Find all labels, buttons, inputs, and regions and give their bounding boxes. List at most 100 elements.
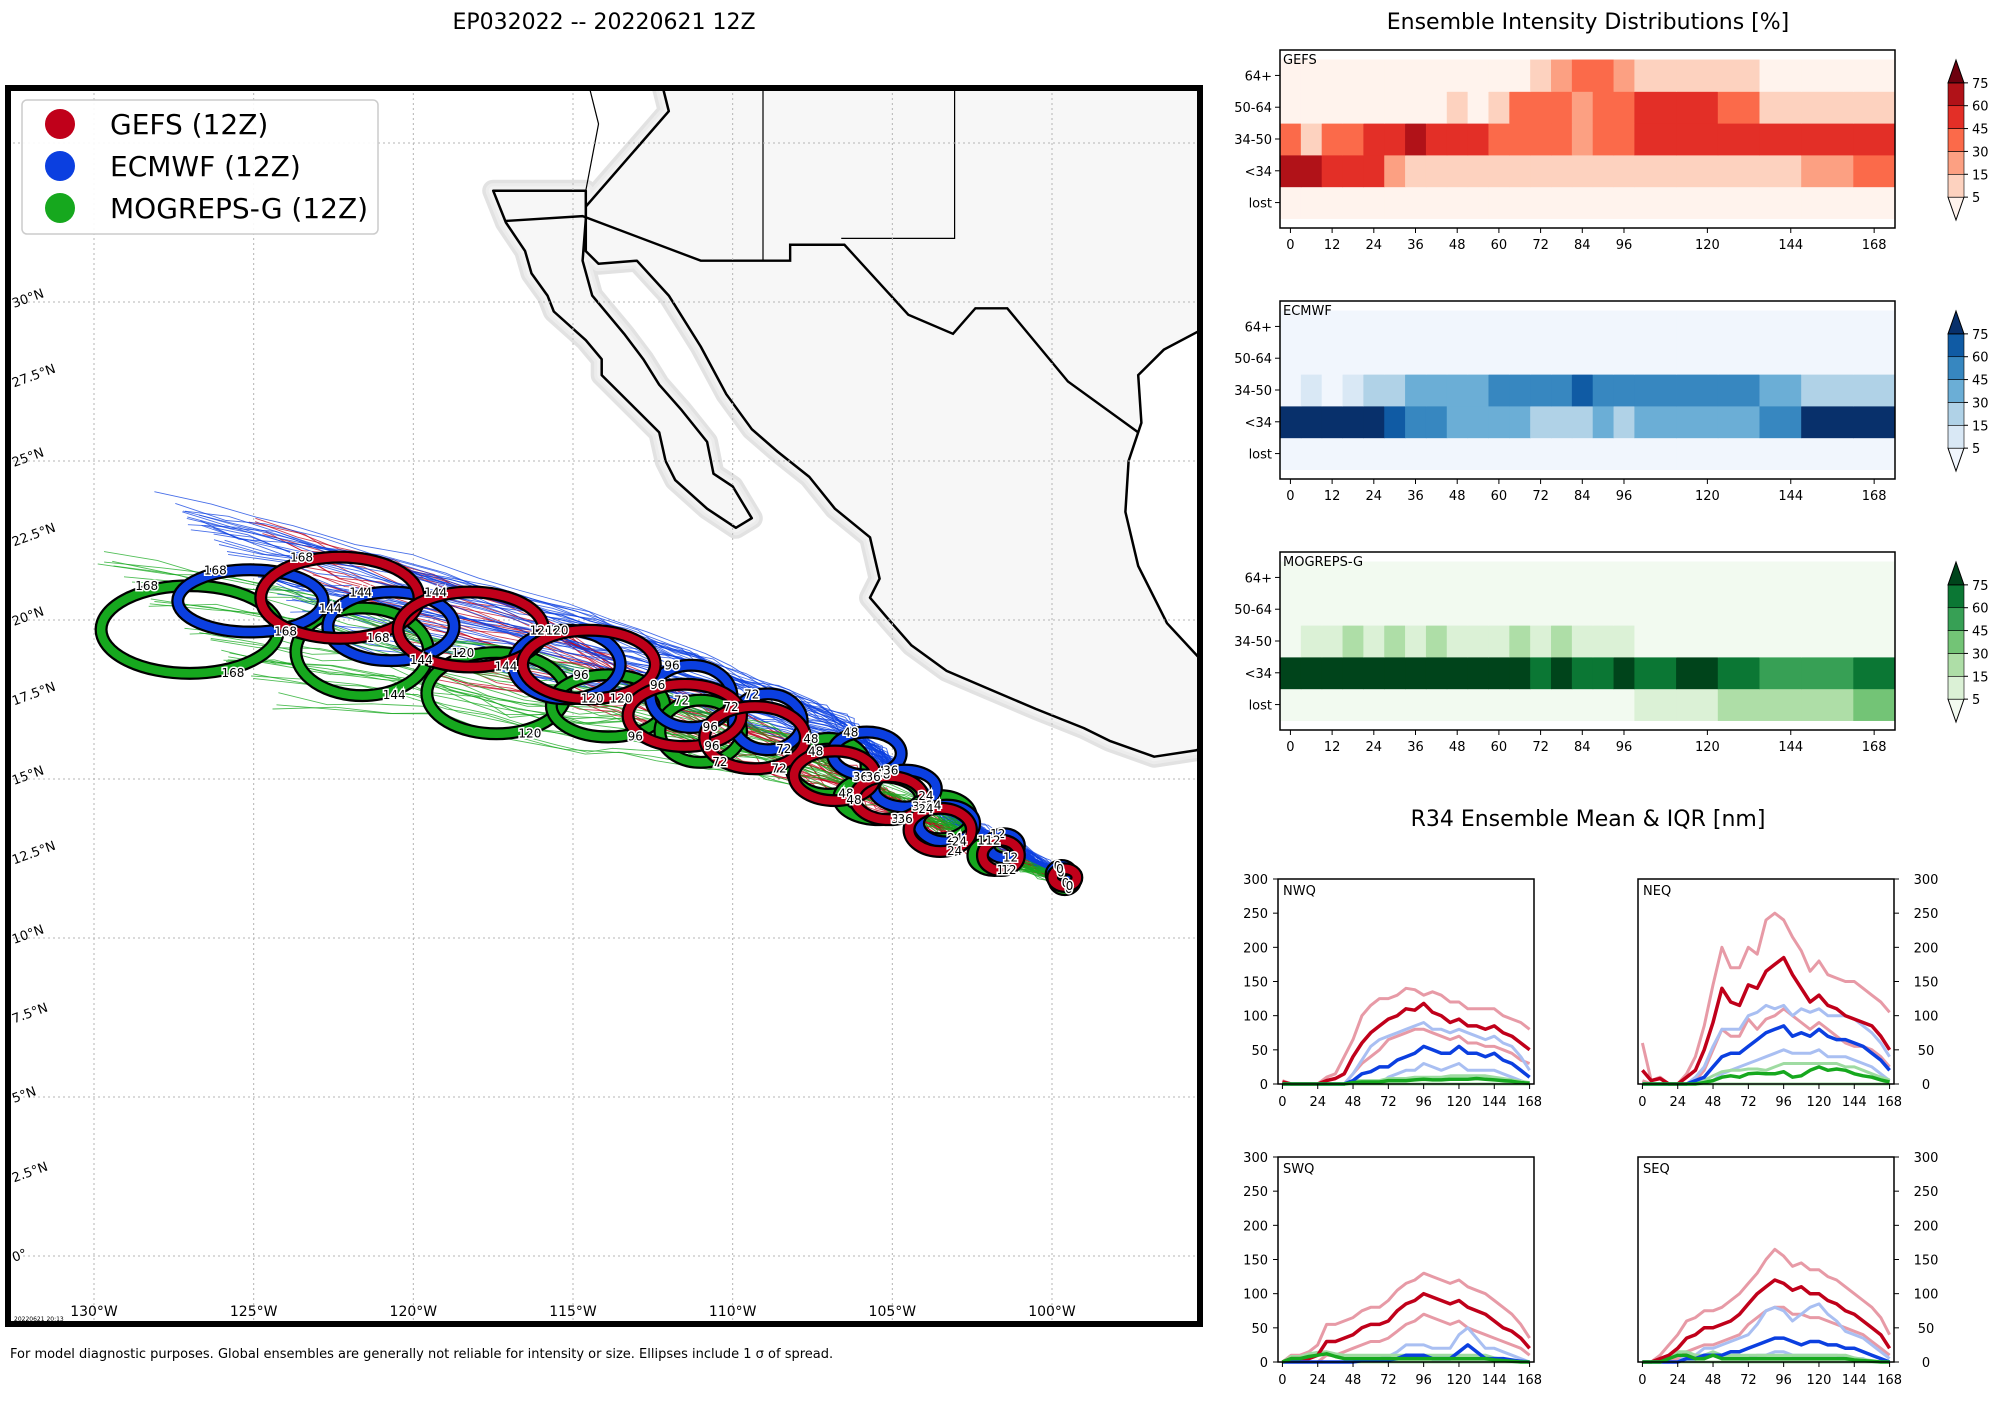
heat-cell (1488, 59, 1510, 92)
heat-cell (1467, 374, 1489, 407)
heat-cell (1634, 625, 1677, 658)
heat-cell (1592, 625, 1615, 658)
heat-cell (1853, 688, 1896, 721)
heat-cell (1676, 59, 1719, 92)
heat-cell (1300, 123, 1323, 156)
heat-cell (1488, 625, 1510, 658)
colorbar-segment (1947, 630, 1965, 654)
r34-ytick-label: 200 (1243, 941, 1268, 956)
heat-cell (1634, 59, 1677, 92)
heat-cell (1613, 593, 1635, 626)
heat-cell (1571, 405, 1594, 439)
heat-cell (1300, 59, 1323, 92)
heat-cell (1405, 123, 1427, 156)
ellipse-gefs-12 (978, 835, 1024, 875)
heat-cell (1676, 123, 1719, 156)
heat-xtick-label: 72 (1532, 489, 1549, 504)
hour-label: 72 (771, 761, 786, 775)
map-gridlines (8, 88, 1200, 1324)
heatmap-gefs: lost <34 34-50 50-64 64+ 0 12 24 36 48 60 72 84 96 120… (1234, 49, 1989, 253)
heat-cell (1613, 656, 1635, 690)
hour-label: 96 (704, 739, 719, 753)
heat-colorbar: 5 15 30 45 60 75 (1947, 560, 1989, 724)
heat-cell (1321, 186, 1344, 219)
heat-cell (1613, 688, 1635, 721)
heat-cell (1342, 405, 1364, 439)
hour-label: 48 (843, 725, 858, 739)
heat-cell (1467, 437, 1489, 470)
heat-cell (1321, 561, 1344, 594)
heat-xtick-label: 24 (1366, 740, 1383, 755)
heat-cell (1363, 59, 1385, 92)
r34-ytick-label: 300 (1914, 873, 1939, 888)
ellipse-ecmwf-168 (173, 565, 328, 637)
r34-xtick-label: 120 (1447, 1095, 1472, 1110)
heat-cell (1530, 91, 1552, 124)
r34-ytick-label: 0 (1922, 1078, 1930, 1093)
lon-label: 100°W (1028, 1304, 1076, 1320)
colorbar-label: 15 (1972, 419, 1989, 434)
heat-cell (1446, 123, 1469, 156)
r34-xtick-label: 24 (1309, 1095, 1326, 1110)
heat-cell (1717, 593, 1760, 626)
heat-cell (1853, 561, 1896, 594)
hour-label: 120 (451, 646, 474, 660)
heat-row-label: lost (1249, 197, 1272, 212)
heat-cell (1467, 688, 1489, 721)
heat-cell (1342, 625, 1364, 658)
heat-xtick-label: 120 (1695, 238, 1720, 253)
colorbar-label: 60 (1972, 602, 1989, 617)
heat-cell (1405, 310, 1427, 343)
heat-cell (1363, 688, 1385, 721)
heat-cell (1280, 186, 1302, 219)
heat-cell (1300, 310, 1323, 343)
heat-cell (1634, 688, 1677, 721)
heat-cell (1613, 91, 1635, 124)
heat-cell (1801, 561, 1854, 594)
heat-cell (1509, 625, 1531, 658)
heat-cell (1613, 437, 1635, 470)
colorbar-segment (1947, 105, 1965, 129)
heat-cell (1853, 374, 1896, 407)
heat-xtick-label: 12 (1324, 238, 1341, 253)
heat-cell (1801, 625, 1854, 658)
heat-cell (1384, 374, 1406, 407)
hour-label: 12 (990, 827, 1005, 841)
heat-xtick-label: 144 (1778, 740, 1803, 755)
heat-cell (1759, 186, 1802, 219)
heat-cell (1446, 374, 1469, 407)
heat-cell (1300, 437, 1323, 470)
heat-cell (1446, 186, 1469, 219)
r34-xtick-label: 0 (1278, 1373, 1286, 1388)
heat-cell (1384, 593, 1406, 626)
heat-cell (1634, 561, 1677, 594)
heat-cell (1551, 186, 1573, 219)
heat-xtick-label: 48 (1449, 238, 1466, 253)
heat-cell (1342, 310, 1364, 343)
r34-xtick-label: 48 (1705, 1095, 1722, 1110)
heat-cell (1300, 405, 1323, 439)
heat-xtick-label: 120 (1695, 489, 1720, 504)
heat-cell (1384, 437, 1406, 470)
lat-label: 0° (10, 1247, 29, 1266)
heat-cell (1300, 342, 1323, 375)
r34-xtick-label: 72 (1380, 1095, 1397, 1110)
heat-cell (1676, 154, 1719, 188)
heat-cell (1280, 91, 1302, 124)
r34-xtick-label: 24 (1309, 1373, 1326, 1388)
heat-cell (1853, 59, 1896, 92)
heat-cell (1342, 561, 1364, 594)
heat-xtick-label: 144 (1778, 238, 1803, 253)
iqr-high-gefs (1281, 986, 1531, 1086)
hour-label: 12 (996, 863, 1011, 877)
heat-cell (1801, 342, 1854, 375)
mean-track-ellipses (94, 550, 1084, 897)
heat-cell (1363, 437, 1385, 470)
colorbar-extend-high (1947, 309, 1965, 335)
heat-cell (1676, 593, 1719, 626)
heat-cell (1467, 561, 1489, 594)
heat-cell (1363, 310, 1385, 343)
heat-cell (1853, 310, 1896, 343)
heat-cell (1853, 437, 1896, 470)
